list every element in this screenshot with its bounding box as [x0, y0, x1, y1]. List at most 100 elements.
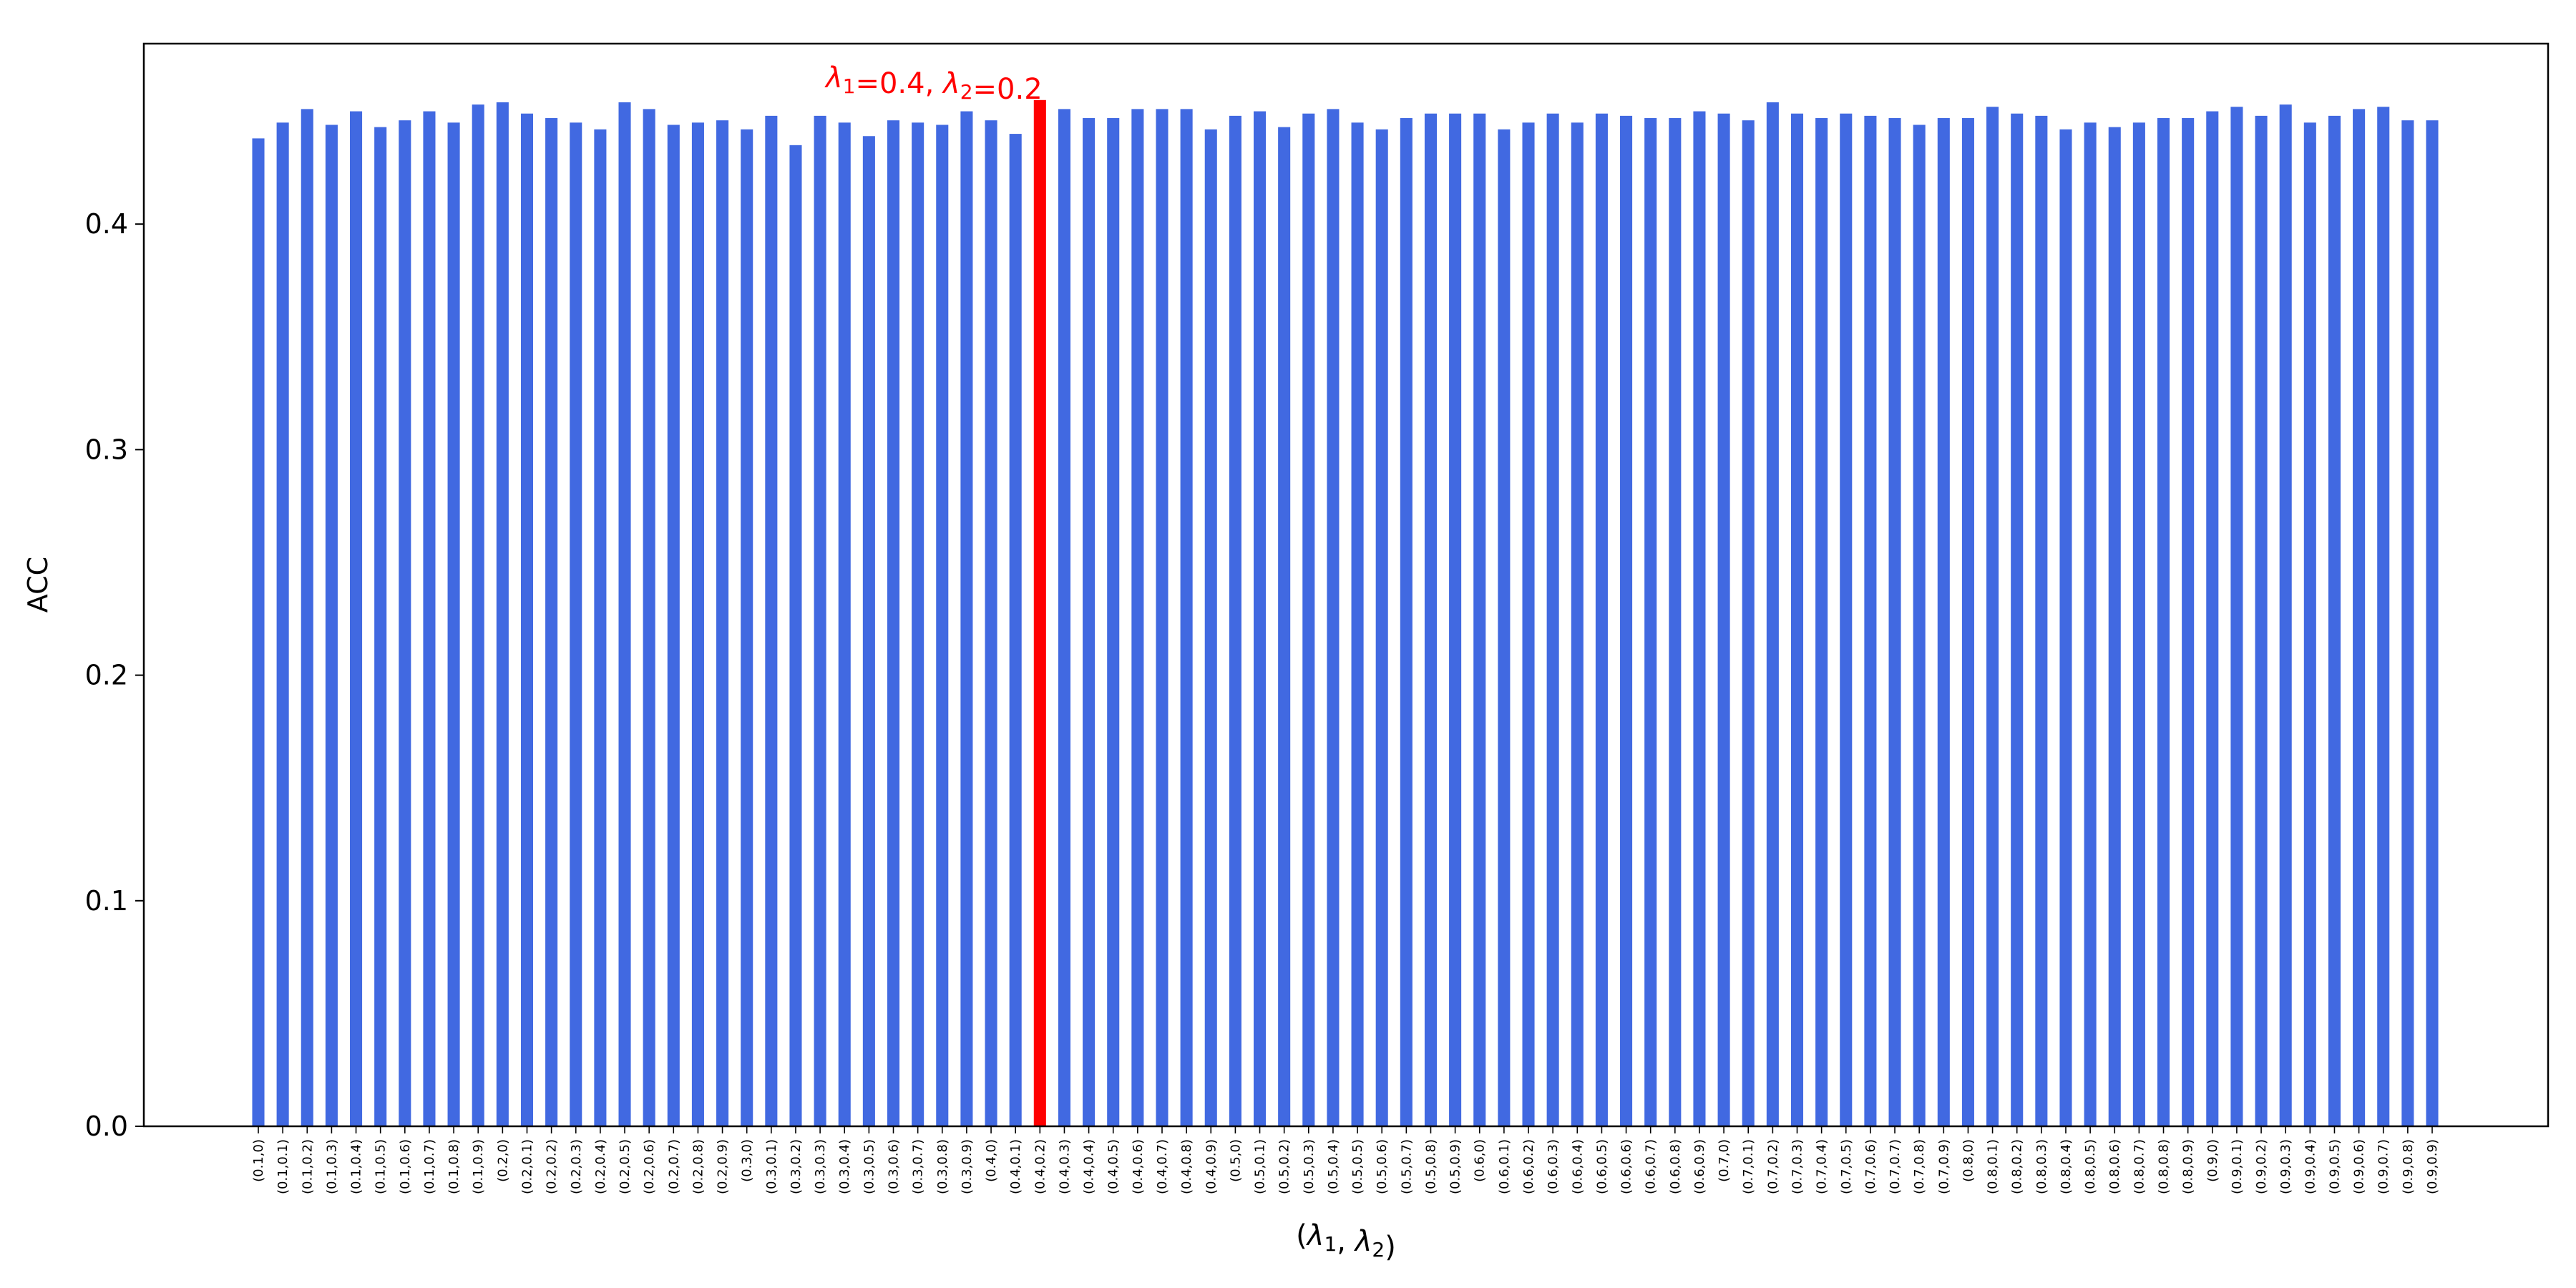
bar: [789, 145, 802, 1127]
bar: [2157, 118, 2170, 1126]
x-tick-label: (0.1,0.4): [349, 1139, 364, 1194]
bar: [2279, 104, 2292, 1127]
x-tick-label: (0.2,0): [495, 1139, 510, 1182]
x-tick-label: (0.7,0.1): [1741, 1139, 1756, 1194]
x-tick-label: (0.5,0.3): [1302, 1139, 1317, 1194]
x-tick-label: (0.7,0.7): [1888, 1139, 1903, 1194]
x-tick-label: (0.8,0.2): [2010, 1139, 2025, 1194]
bar: [1522, 122, 1535, 1126]
bar: [1840, 113, 1853, 1127]
bar: [1546, 113, 1559, 1127]
x-tick-label: (0.8,0.1): [1986, 1139, 2001, 1194]
x-tick-label: (0.2,0.8): [691, 1139, 706, 1194]
bar: [741, 129, 753, 1126]
x-tick-label: (0.1,0.2): [300, 1139, 315, 1194]
bar: [1937, 118, 1950, 1126]
bar: [301, 109, 313, 1126]
x-tick-label: (0.8,0.4): [2059, 1139, 2074, 1194]
bar: [2426, 120, 2439, 1126]
bar: [520, 113, 534, 1127]
x-tick-label: (0.3,0): [740, 1139, 755, 1182]
x-tick-label: (0.2,0.6): [642, 1139, 657, 1194]
x-tick-label: (0.8,0): [1961, 1139, 1976, 1182]
x-tick-label: (0.1,0.5): [374, 1139, 389, 1194]
bar: [1107, 118, 1120, 1126]
bar: [862, 136, 875, 1127]
x-tick-label: (0.1,0.1): [275, 1139, 291, 1194]
bar: [325, 125, 338, 1127]
x-tick-label: (0.7,0.2): [1765, 1139, 1780, 1194]
bar-highlighted: [1033, 99, 1046, 1126]
x-tick-label: (0.5,0.5): [1350, 1139, 1365, 1194]
x-tick-label: (0.4,0): [984, 1139, 999, 1182]
x-axis-title: (λ1, λ2): [1296, 1219, 1396, 1264]
bar: [545, 118, 558, 1126]
bar: [1009, 134, 1022, 1127]
x-tick-label: (0.6,0.9): [1692, 1139, 1707, 1194]
x-tick-label: (0.6,0.2): [1521, 1139, 1536, 1194]
x-tick-label: (0.2,0.5): [618, 1139, 633, 1194]
x-tick-label: (0.7,0.3): [1790, 1139, 1805, 1194]
bar: [838, 122, 851, 1126]
x-tick-label: (0.9,0.1): [2230, 1139, 2245, 1194]
bar: [399, 120, 411, 1126]
y-tick-label: 0.3: [85, 434, 128, 465]
bar: [667, 125, 680, 1127]
bar: [1180, 109, 1193, 1126]
x-tick-label: (0.1,0.9): [471, 1139, 486, 1194]
bar: [1913, 125, 1926, 1127]
x-tick-label: (0.5,0.6): [1375, 1139, 1390, 1194]
bar: [2011, 113, 2024, 1127]
bar: [716, 120, 729, 1126]
x-tick-label: (0.9,0.8): [2401, 1139, 2416, 1194]
bar: [814, 115, 826, 1126]
bar: [960, 111, 973, 1126]
x-tick-label: (0.2,0.2): [545, 1139, 560, 1194]
x-tick-label: (0.7,0.8): [1912, 1139, 1927, 1194]
bar: [1424, 113, 1438, 1127]
y-tick-label: 0.1: [85, 885, 128, 917]
x-tick-label: (0.4,0.4): [1082, 1139, 1097, 1194]
x-tick-label: (0.6,0.5): [1594, 1139, 1609, 1194]
x-tick-label: (0.4,0.8): [1179, 1139, 1194, 1194]
bar: [1473, 113, 1486, 1127]
bar: [1327, 109, 1340, 1126]
x-tick-label: (0.3,0.6): [887, 1139, 902, 1194]
bar: [2353, 109, 2366, 1126]
bar: [2108, 127, 2121, 1126]
bar: [350, 111, 363, 1126]
x-tick-label: (0.7,0.5): [1839, 1139, 1854, 1194]
x-tick-label: (0.3,0.3): [813, 1139, 828, 1194]
bar: [1253, 111, 1267, 1126]
x-tick-label: (0.9,0.3): [2278, 1139, 2293, 1194]
bar: [1131, 109, 1144, 1126]
bar: [1204, 129, 1217, 1126]
x-axis: (0.1,0) (0.1,0.1) (0.1,0.2) (0.1,0.3) (0.1,0…: [251, 1126, 2440, 1194]
x-tick-label: (0.7,0): [1717, 1139, 1732, 1182]
x-tick-label: (0.9,0.9): [2425, 1139, 2440, 1194]
bar: [1888, 118, 1901, 1126]
x-tick-label: (0.1,0): [251, 1139, 266, 1182]
bar: [1669, 118, 1682, 1126]
bar: [1620, 115, 1633, 1126]
x-tick-label: (0.9,0): [2205, 1139, 2220, 1182]
y-axis-title: ACC: [22, 557, 54, 613]
x-tick-label: (0.3,0.9): [960, 1139, 975, 1194]
bar: [1986, 107, 1999, 1126]
bar: [912, 122, 924, 1126]
bar: [276, 122, 289, 1126]
best-setting-annotation: λ1=0.4, λ2=0.2: [824, 62, 1043, 106]
x-tick-label: (0.2,0.4): [593, 1139, 608, 1194]
bar: [1815, 118, 1828, 1126]
bar: [887, 120, 900, 1126]
bar: [2377, 107, 2390, 1126]
x-tick-label: (0.3,0.5): [862, 1139, 877, 1194]
bar: [691, 122, 704, 1126]
x-tick-label: (0.6,0.6): [1619, 1139, 1634, 1194]
x-tick-label: (0.6,0.1): [1497, 1139, 1512, 1194]
bar: [374, 127, 387, 1126]
x-tick-label: (0.5,0.7): [1399, 1139, 1414, 1194]
bar: [1058, 109, 1070, 1126]
x-tick-label: (0.6,0.3): [1546, 1139, 1561, 1194]
